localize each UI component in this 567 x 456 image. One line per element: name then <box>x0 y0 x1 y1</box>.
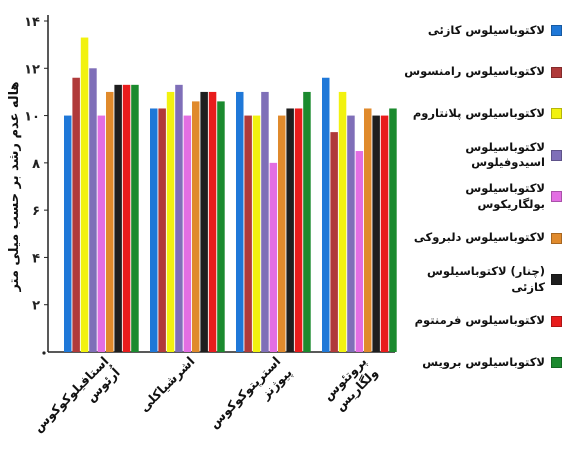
legend-label: لاکتوباسیلوس بولگاریکوس <box>465 181 545 211</box>
bar <box>347 115 355 352</box>
y-tick-label: ۲ <box>32 299 40 314</box>
bar <box>175 84 183 352</box>
legend-swatch <box>551 357 562 369</box>
bar <box>80 37 89 353</box>
bar <box>278 115 286 352</box>
x-tick-label: اشرشیاکلی <box>136 354 197 415</box>
bar <box>89 68 97 353</box>
legend-swatch <box>551 315 562 327</box>
bar <box>389 108 397 352</box>
bar <box>364 108 372 352</box>
bar <box>131 84 139 352</box>
legend-label: لاکتوباسیلوس دلبروکی <box>413 230 545 245</box>
legend-swatch <box>551 25 562 37</box>
legend-swatch <box>551 232 562 244</box>
bar <box>322 77 330 352</box>
bar <box>372 115 380 352</box>
bar <box>261 91 269 352</box>
legend-item: لاکتوباسیلوس کازئی <box>402 10 562 52</box>
bar <box>338 91 347 352</box>
legend-swatch <box>551 149 562 161</box>
origin-dot <box>42 351 46 355</box>
legend-swatch <box>551 66 562 78</box>
bar <box>252 115 261 352</box>
bar <box>244 115 252 352</box>
bar <box>208 91 217 352</box>
legend-label: لاکتوباسیلوس فرمنتوم <box>414 313 545 328</box>
bar <box>166 91 175 352</box>
legend-label: (چنار) لاکتوباسیلوس کازئی <box>426 264 545 294</box>
bar <box>97 115 106 352</box>
legend-item: لاکتوباسیلوس بولگاریکوس <box>402 176 562 218</box>
y-tick-label: ۱۴ <box>24 15 40 30</box>
bar <box>150 108 158 352</box>
legend-swatch <box>551 191 562 203</box>
bar <box>192 101 200 352</box>
bar <box>200 91 208 352</box>
bar <box>64 115 72 352</box>
legend-swatch <box>551 274 562 286</box>
legend-label: لاکتوباسیلوس برویس <box>422 354 545 369</box>
bar <box>355 151 364 352</box>
legend-item: لاکتوباسیلوس دلبروکی <box>402 218 562 260</box>
bar <box>269 162 278 352</box>
y-tick-label: ۴ <box>32 251 40 266</box>
bar <box>294 108 303 352</box>
legend-item: لاکتوباسیلوس پلانتاروم <box>402 93 562 135</box>
bar <box>183 115 192 352</box>
bar <box>236 91 244 352</box>
chart-legend: لاکتوباسیلوس کازئی لاکتوباسیلوس رامنسوس لا… <box>402 10 562 384</box>
legend-item: لاکتوباسیلوس رامنسوس <box>402 52 562 94</box>
bar <box>114 84 122 352</box>
bar <box>303 91 311 352</box>
bar <box>106 91 114 352</box>
legend-item: لاکتوباسیلوس برویس <box>402 342 562 384</box>
bar <box>72 77 80 352</box>
bar <box>286 108 294 352</box>
x-tick-label-line: اشرشیاکلی <box>136 354 197 415</box>
bar <box>122 84 131 352</box>
legend-label: لاکتوباسیلوس اسیدوفیلوس <box>465 139 545 170</box>
legend-item: (چنار) لاکتوباسیلوس کازئی <box>402 259 562 301</box>
y-tick-label: ۶ <box>32 204 40 219</box>
legend-item: لاکتوباسیلوس اسیدوفیلوس <box>402 135 562 177</box>
legend-label: لاکتوباسیلوس رامنسوس <box>404 64 545 79</box>
bar <box>330 132 338 352</box>
legend-swatch <box>551 108 562 120</box>
y-axis-label: هاله عدم رشد بر حسب میلی متر <box>7 81 22 292</box>
bar <box>380 115 389 352</box>
y-tick-label: ۱۰ <box>24 110 40 125</box>
bar <box>217 101 225 352</box>
legend-label: لاکتوباسیلوس کازئی <box>427 22 545 37</box>
y-tick-label: ۸ <box>32 157 40 172</box>
legend-item: لاکتوباسیلوس فرمنتوم <box>402 301 562 343</box>
legend-label: لاکتوباسیلوس پلانتاروم <box>412 105 545 120</box>
y-tick-label: ۱۲ <box>24 62 40 77</box>
bar <box>158 108 166 352</box>
